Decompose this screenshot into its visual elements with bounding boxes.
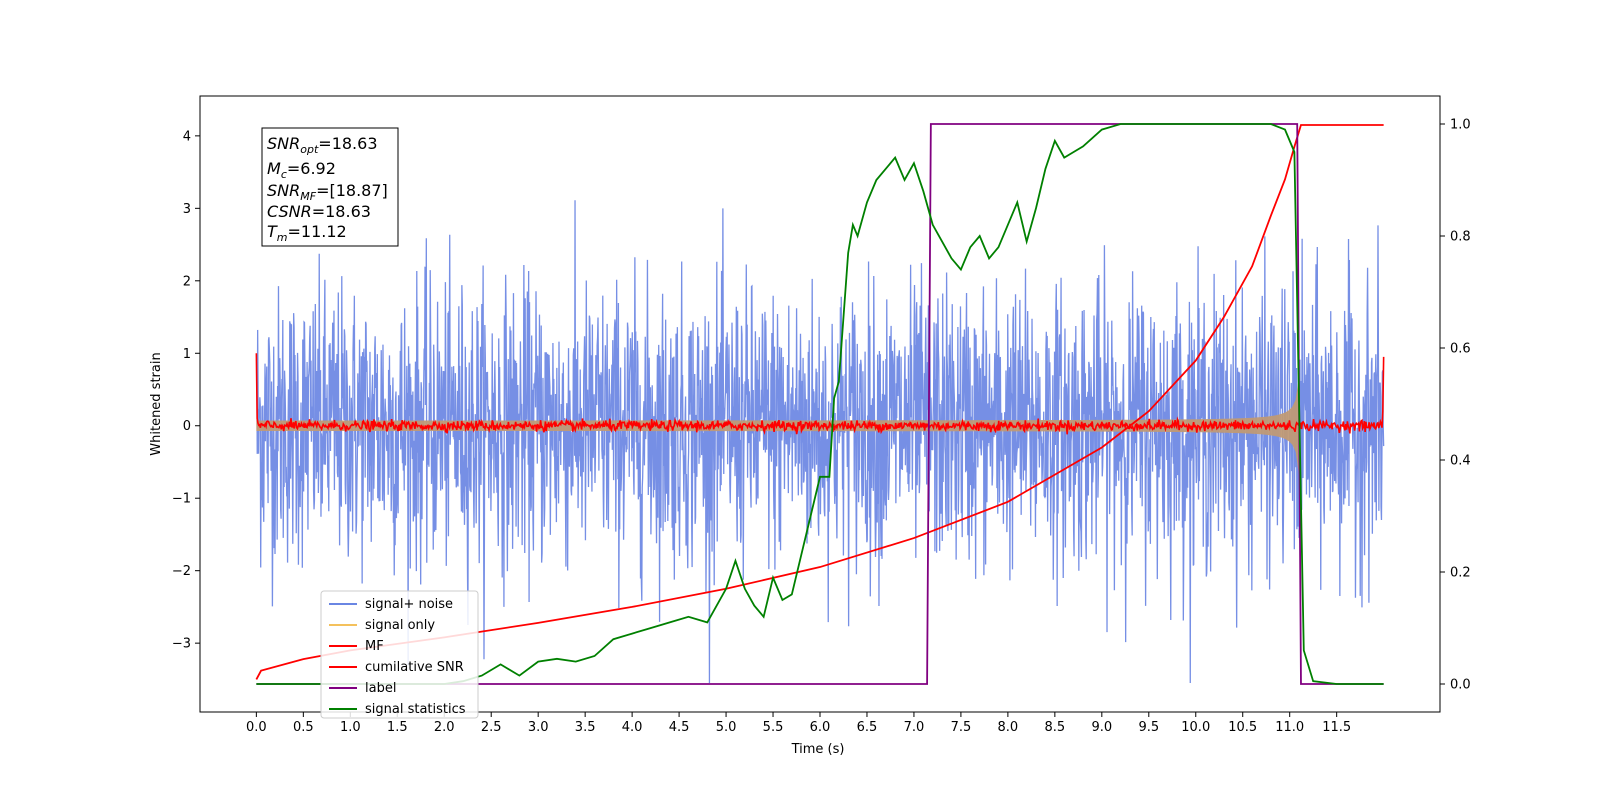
legend-item-cumulative-snr: cumilative SNR [365,660,464,675]
stats-annotation-box: SNRopt=18.63 Mc=6.92 SNRMF=[18.87] CSNR=… [261,127,399,247]
x-tick-label: 5.5 [763,720,784,735]
y-axis-right: 0.0 0.2 0.4 0.6 0.8 1.0 [1440,118,1471,693]
x-tick-label: 1.0 [340,720,361,735]
annotation-mc: Mc=6.92 [267,159,336,181]
x-axis: 0.0 0.5 1.0 1.5 2.0 2.5 3.0 3.5 4.0 4.5 5.0 5.5 6.0 6… [246,712,1351,735]
x-tick-label: 2.0 [434,720,455,735]
x-tick-label: 4.0 [622,720,643,735]
annotation-tm: Tm=11.12 [267,222,347,244]
legend-item-signal-only: signal only [365,618,435,633]
x-tick-label: 1.5 [387,720,408,735]
x-tick-label: 10.5 [1228,720,1257,735]
legend-item-label: label [365,681,396,696]
legend-item-signal-statistics: signal statistics [365,702,466,717]
y-tick-label: −2 [172,564,191,579]
y2-tick-label: 0.2 [1450,566,1471,581]
x-tick-label: 0.0 [246,720,267,735]
annotation-snr-mf: SNRMF=[18.87] [267,181,388,203]
x-tick-label: 2.5 [481,720,502,735]
x-tick-label: 4.5 [669,720,690,735]
label-line [256,123,1384,685]
signal-noise-series [255,200,1385,684]
signal-statistics-series [256,123,1384,685]
annotation-snr-opt: SNRopt=18.63 [267,134,378,156]
annotation-frame [261,127,399,247]
y-tick-label: 4 [183,129,191,144]
y-tick-label: 0 [183,419,191,434]
y-axis-left: −3 −2 −1 0 1 2 3 4 [172,129,200,652]
signal-noise-line [255,200,1385,684]
x-tick-label: 10.0 [1181,720,1210,735]
mf-series [255,353,1385,435]
y-axis-label: Whitened strain [149,352,164,455]
legend: signal+ noise signal only MF cumilative … [320,590,479,719]
x-tick-label: 8.5 [1045,720,1066,735]
x-axis-label: Time (s) [791,742,845,757]
x-tick-label: 9.5 [1138,720,1159,735]
x-tick-label: 7.0 [904,720,925,735]
x-tick-label: 11.5 [1322,720,1351,735]
x-tick-label: 8.0 [998,720,1019,735]
y-tick-label: 2 [183,274,191,289]
x-tick-label: 3.0 [528,720,549,735]
y-tick-label: −1 [172,492,191,507]
x-tick-label: 6.0 [810,720,831,735]
x-tick-label: 5.0 [716,720,737,735]
signal-statistics-line [256,123,1384,685]
y2-tick-label: 0.0 [1450,678,1471,693]
legend-item-mf: MF [365,639,384,654]
label-series [256,123,1384,685]
mf-line [255,353,1385,435]
legend-frame [320,590,479,719]
x-tick-label: 11.0 [1275,720,1304,735]
x-tick-label: 3.5 [575,720,596,735]
x-tick-label: 0.5 [293,720,314,735]
x-tick-label: 7.5 [951,720,972,735]
y2-tick-label: 0.6 [1450,342,1471,357]
y-tick-label: 1 [183,347,191,362]
y-tick-label: 3 [183,202,191,217]
legend-item-signal-noise: signal+ noise [365,597,453,612]
y2-tick-label: 1.0 [1450,118,1471,133]
y2-tick-label: 0.8 [1450,230,1471,245]
y2-tick-label: 0.4 [1450,454,1471,469]
annotation-csnr: CSNR=18.63 [267,202,371,221]
x-tick-label: 6.5 [857,720,878,735]
x-tick-label: 9.0 [1091,720,1112,735]
y-tick-label: −3 [172,637,191,652]
